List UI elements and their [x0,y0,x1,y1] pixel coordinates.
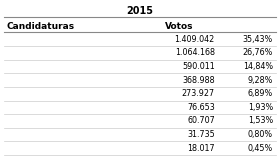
Text: 1.409.042: 1.409.042 [175,35,215,44]
Text: 1.064.168: 1.064.168 [175,48,215,57]
Text: 14,84%: 14,84% [243,62,273,71]
Text: 9,28%: 9,28% [248,76,273,85]
Text: 35,43%: 35,43% [243,35,273,44]
Text: Votos: Votos [165,22,193,30]
Text: 0,80%: 0,80% [248,130,273,139]
Text: 1,93%: 1,93% [248,103,273,112]
Text: 26,76%: 26,76% [243,48,273,57]
Text: 0,45%: 0,45% [248,144,273,153]
Text: 31.735: 31.735 [187,130,215,139]
Text: 18.017: 18.017 [187,144,215,153]
Text: 76.653: 76.653 [187,103,215,112]
Text: 273.927: 273.927 [182,89,215,98]
Text: Candidaturas: Candidaturas [7,22,75,30]
Text: 368.988: 368.988 [182,76,215,85]
Text: 60.707: 60.707 [187,116,215,125]
Text: 2015: 2015 [127,6,153,16]
Text: 590.011: 590.011 [182,62,215,71]
Text: 1,53%: 1,53% [248,116,273,125]
Text: 6,89%: 6,89% [248,89,273,98]
